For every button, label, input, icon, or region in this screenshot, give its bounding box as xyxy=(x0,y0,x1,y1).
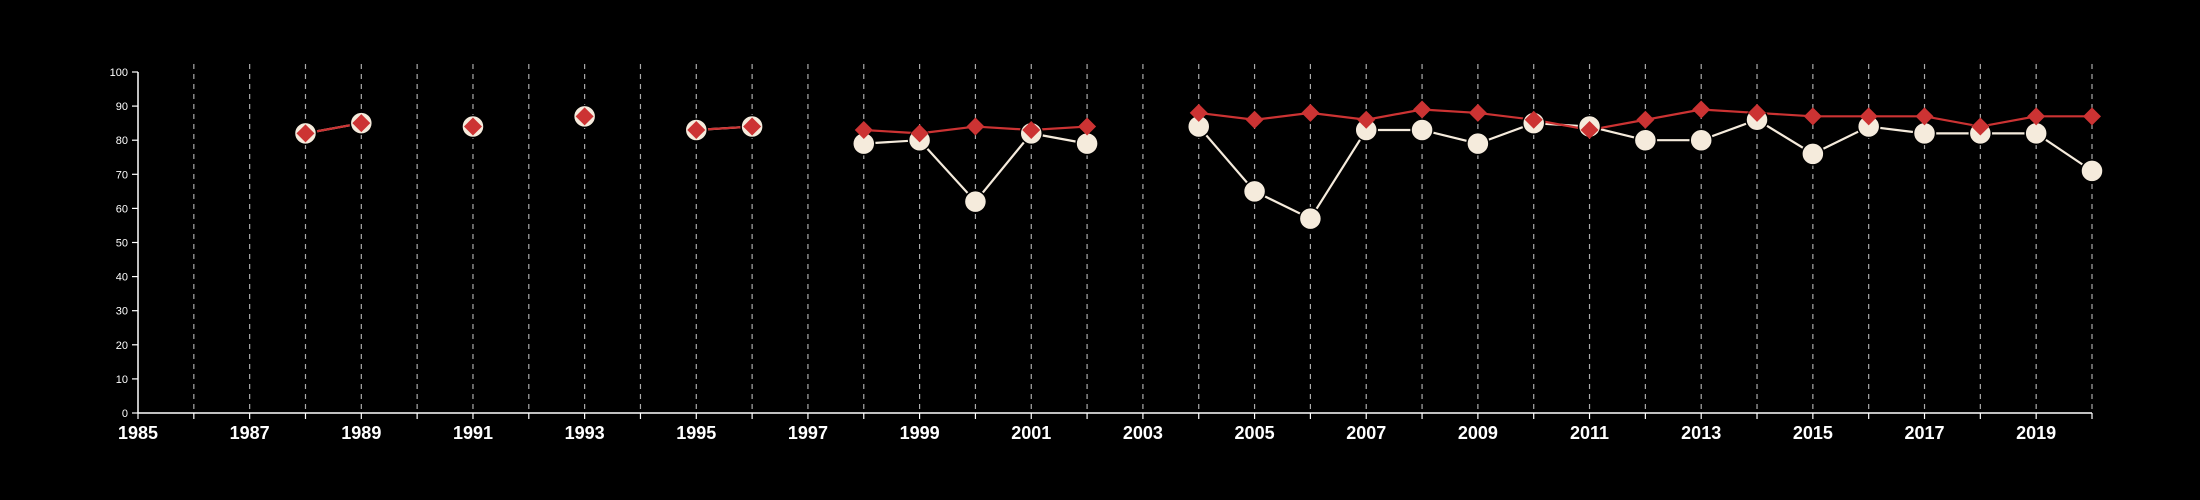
x-tick-label: 1997 xyxy=(788,423,828,443)
data-point-circle xyxy=(1410,118,1434,142)
y-tick-label: 0 xyxy=(122,408,128,420)
y-tick-label: 70 xyxy=(116,169,128,181)
y-tick-label: 90 xyxy=(116,101,128,113)
y-tick-label: 80 xyxy=(116,135,128,147)
data-point-circle xyxy=(1075,131,1099,156)
y-tick-label: 10 xyxy=(116,374,128,386)
x-tick-label: 1999 xyxy=(900,423,940,443)
y-tick-label: 40 xyxy=(116,272,128,284)
x-tick-label: 1993 xyxy=(565,423,605,443)
data-point-diamond xyxy=(966,117,985,136)
grid-lines xyxy=(193,64,2093,413)
series xyxy=(293,100,2104,231)
data-point-circle xyxy=(1801,142,1825,166)
data-point-diamond xyxy=(2083,107,2101,126)
data-point-diamond xyxy=(2027,107,2046,126)
data-point-diamond xyxy=(1915,107,1934,126)
data-point-diamond xyxy=(743,117,762,136)
data-point-circle xyxy=(1633,128,1658,152)
data-point-diamond xyxy=(1078,117,1097,136)
x-tick-label: 2001 xyxy=(1011,423,1051,443)
x-tick-label: 2015 xyxy=(1793,423,1833,443)
data-point-diamond xyxy=(1580,120,1599,139)
data-point-diamond xyxy=(1413,100,1432,119)
x-tick-label: 1989 xyxy=(341,423,381,443)
data-point-diamond xyxy=(1636,110,1655,129)
x-tick-label: 1987 xyxy=(230,423,270,443)
x-tick-label: 2013 xyxy=(1681,423,1721,443)
x-tick-label: 2019 xyxy=(2016,423,2056,443)
x-tick-label: 2011 xyxy=(1570,423,1609,443)
data-point-diamond xyxy=(1301,103,1320,122)
data-point-diamond xyxy=(296,124,315,143)
data-point-diamond xyxy=(1022,120,1041,139)
data-point-diamond xyxy=(1859,107,1878,126)
y-tick-label: 100 xyxy=(110,67,128,79)
data-point-diamond xyxy=(352,114,371,133)
data-point-diamond xyxy=(575,107,594,126)
y-tick-label: 20 xyxy=(116,340,128,352)
x-tick-label: 2009 xyxy=(1458,423,1498,443)
data-point-diamond xyxy=(1803,107,1822,126)
x-tick-label: 2005 xyxy=(1235,423,1275,443)
data-point-diamond xyxy=(854,120,873,139)
x-tick-label: 1991 xyxy=(453,423,493,443)
data-point-circle xyxy=(1298,206,1323,231)
x-tick-label: 2003 xyxy=(1123,423,1163,443)
data-point-circle xyxy=(963,189,988,214)
data-point-diamond xyxy=(1748,103,1767,122)
y-tick-label: 50 xyxy=(116,238,128,250)
x-tick-label: 2017 xyxy=(1904,423,1944,443)
data-point-diamond xyxy=(910,124,929,143)
x-tick-label: 1995 xyxy=(676,423,716,443)
y-tick-label: 60 xyxy=(116,203,128,215)
data-point-diamond xyxy=(687,120,706,139)
data-point-diamond xyxy=(1189,103,1208,122)
data-point-diamond xyxy=(463,117,482,136)
data-point-diamond xyxy=(1357,110,1376,129)
data-point-circle xyxy=(1242,179,1267,204)
y-tick-label: 30 xyxy=(116,306,128,318)
data-point-circle xyxy=(2080,159,2104,183)
x-tick-label: 2007 xyxy=(1346,423,1386,443)
data-point-circle xyxy=(1912,121,1937,146)
data-point-diamond xyxy=(1468,103,1487,122)
data-point-circle xyxy=(1466,131,1490,156)
data-point-circle xyxy=(2024,121,2048,146)
data-point-diamond xyxy=(1692,100,1711,119)
x-tick-label: 1985 xyxy=(118,423,158,443)
data-point-diamond xyxy=(1971,117,1990,136)
axes: 0 10 20 30 40 50 60 70 80 90 100 1985 1987 1989 1991 19… xyxy=(110,67,2093,443)
data-point-circle xyxy=(1689,128,1713,152)
data-point-diamond xyxy=(1245,110,1264,129)
data-point-diamond xyxy=(1524,110,1543,129)
